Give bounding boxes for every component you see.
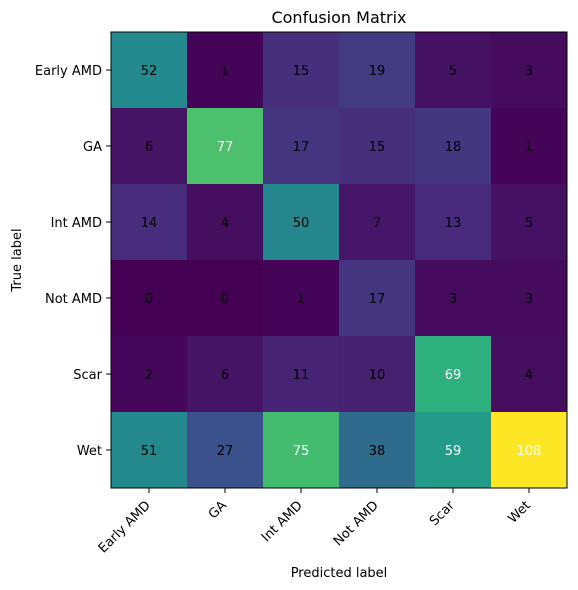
- cell-value-label: 5: [449, 64, 457, 79]
- x-tick-label: Wet: [505, 498, 533, 526]
- x-tick-label: Int AMD: [259, 498, 306, 545]
- heatmap-cell: [415, 32, 491, 108]
- heatmap-cell: [339, 260, 415, 336]
- x-tick-label: Scar: [427, 498, 458, 529]
- heatmap-cell: [491, 32, 567, 108]
- y-tick-label: GA: [83, 140, 102, 155]
- cell-value-label: 4: [221, 216, 229, 231]
- cell-value-label: 15: [369, 140, 386, 155]
- cell-value-label: 75: [293, 444, 310, 459]
- cell-value-label: 2: [145, 368, 153, 383]
- cell-value-label: 5: [525, 216, 533, 231]
- x-tick-label: GA: [206, 498, 230, 522]
- cell-value-label: 10: [369, 368, 386, 383]
- heatmap-cell: [339, 412, 415, 488]
- heatmap-cells: 52 1 15 19 5 36 77 17 15 18 114 4 50 7 13 50 0 1 17 3 32 6 11 1…: [111, 32, 567, 488]
- chart-title: Confusion Matrix: [271, 8, 406, 27]
- heatmap-cell: [491, 336, 567, 412]
- cell-value-label: 27: [217, 444, 234, 459]
- cell-value-label: 14: [141, 216, 158, 231]
- heatmap-cell: [111, 32, 187, 108]
- cell-value-label: 4: [525, 368, 533, 383]
- x-tick-label: Early AMD: [96, 498, 154, 556]
- cell-value-label: 17: [369, 292, 386, 307]
- heatmap-cell: [491, 412, 567, 488]
- heatmap-cell: [111, 336, 187, 412]
- y-tick-label: Early AMD: [35, 64, 102, 79]
- cell-value-label: 0: [145, 292, 153, 307]
- heatmap-cell: [111, 184, 187, 260]
- cell-value-label: 50: [293, 216, 310, 231]
- heatmap-cell: [111, 412, 187, 488]
- cell-value-label: 6: [221, 368, 229, 383]
- cell-value-label: 51: [141, 444, 158, 459]
- cell-value-label: 0: [221, 292, 229, 307]
- cell-value-label: 69: [445, 368, 462, 383]
- cell-value-label: 3: [449, 292, 457, 307]
- cell-value-label: 6: [145, 140, 153, 155]
- cell-value-label: 1: [525, 140, 533, 155]
- cell-value-label: 3: [525, 64, 533, 79]
- y-tick-label: Int AMD: [51, 216, 102, 231]
- heatmap-cell: [415, 184, 491, 260]
- cell-value-label: 77: [217, 140, 234, 155]
- x-tick-label: Not AMD: [331, 498, 382, 549]
- heatmap-cell: [415, 412, 491, 488]
- y-axis-label: True label: [10, 228, 25, 292]
- heatmap-cell: [415, 260, 491, 336]
- cell-value-label: 52: [141, 64, 158, 79]
- cell-value-label: 38: [369, 444, 386, 459]
- heatmap-cell: [263, 108, 339, 184]
- cell-value-label: 1: [221, 64, 229, 79]
- plot-frame: [110, 31, 568, 489]
- heatmap-cell: [111, 260, 187, 336]
- heatmap-cell: [339, 184, 415, 260]
- heatmap-cell: [263, 184, 339, 260]
- cell-value-label: 13: [445, 216, 462, 231]
- cell-value-label: 17: [293, 140, 310, 155]
- heatmap-cell: [187, 108, 263, 184]
- cell-value-label: 15: [293, 64, 310, 79]
- cell-value-label: 11: [293, 368, 310, 383]
- cell-value-label: 108: [517, 444, 542, 459]
- cell-value-label: 18: [445, 140, 462, 155]
- y-tick-label: Not AMD: [45, 292, 102, 307]
- heatmap-cell: [187, 184, 263, 260]
- heatmap-cell: [415, 336, 491, 412]
- heatmap-cell: [187, 412, 263, 488]
- heatmap-cell: [339, 108, 415, 184]
- heatmap-cell: [263, 336, 339, 412]
- heatmap-cell: [491, 108, 567, 184]
- heatmap-cell: [187, 336, 263, 412]
- cell-value-label: 1: [297, 292, 305, 307]
- cell-value-label: 7: [373, 216, 381, 231]
- heatmap-cell: [263, 412, 339, 488]
- cell-value-label: 59: [445, 444, 462, 459]
- heatmap-cell: [263, 260, 339, 336]
- heatmap-cell: [187, 32, 263, 108]
- heatmap-cell: [415, 108, 491, 184]
- x-axis-label: Predicted label: [291, 566, 388, 581]
- heatmap-cell: [263, 32, 339, 108]
- heatmap-cell: [339, 336, 415, 412]
- heatmap-cell: [111, 108, 187, 184]
- heatmap-cell: [339, 32, 415, 108]
- heatmap-cell: [491, 260, 567, 336]
- heatmap-cell: [187, 260, 263, 336]
- cell-value-label: 3: [525, 292, 533, 307]
- y-tick-label: Wet: [77, 444, 102, 459]
- y-tick-label: Scar: [73, 368, 102, 383]
- heatmap-cell: [491, 184, 567, 260]
- cell-value-label: 19: [369, 64, 386, 79]
